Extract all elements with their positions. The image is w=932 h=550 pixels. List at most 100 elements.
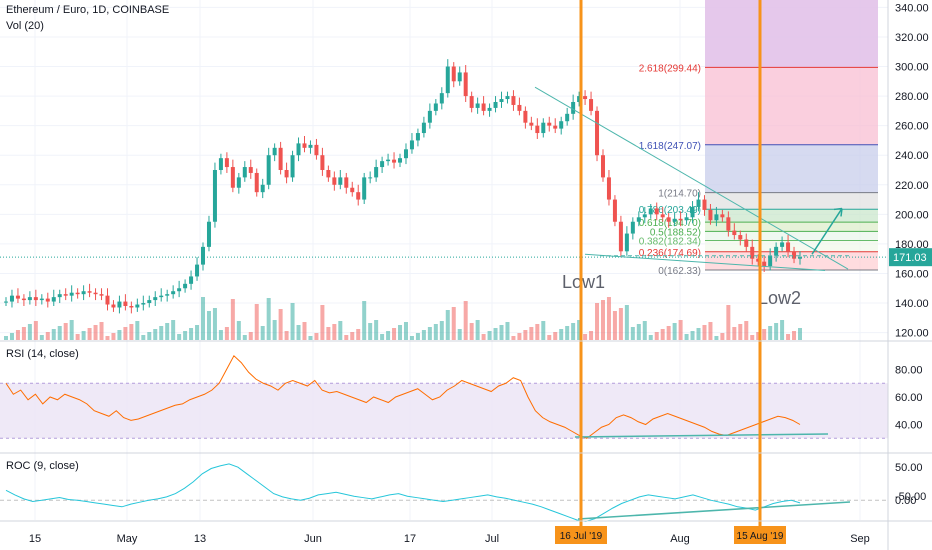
volume-bar (183, 331, 188, 340)
rsi-tick-label: 80.00 (895, 365, 923, 377)
candle-body (165, 294, 170, 296)
candle-body (726, 217, 731, 231)
candle-body (248, 167, 253, 173)
volume-bar (87, 328, 92, 340)
volume-bar (27, 324, 32, 340)
time-tick-label: Sep (850, 533, 870, 545)
current-price-label: 171.03 (893, 252, 927, 264)
trendline-descending (534, 86, 849, 270)
candle-body (15, 295, 20, 299)
candle-body (135, 304, 140, 308)
volume-bar (230, 299, 235, 340)
volume-bar (654, 332, 659, 340)
volume-bar (451, 307, 456, 340)
candle-body (356, 192, 361, 200)
volume-bar (720, 333, 725, 340)
price-tick-label: 260.00 (895, 121, 929, 133)
candle-body (487, 107, 492, 111)
date-markers: 16 Jul '19 15 Aug '19 (555, 0, 786, 544)
volume-bar (433, 324, 438, 340)
volume-bar (398, 325, 403, 340)
candle-body (9, 295, 14, 302)
candle-body (523, 110, 528, 123)
volume-bar (505, 322, 510, 340)
candle-body (684, 217, 689, 221)
candle-body (636, 217, 641, 222)
volume-bar (786, 334, 791, 340)
volume-bar (499, 325, 504, 340)
volume-bar (33, 321, 38, 340)
candle-body (326, 170, 331, 178)
volume-bar (314, 333, 319, 340)
rsi-band (0, 383, 888, 439)
volume-bar (421, 330, 426, 340)
volume-bar (595, 303, 600, 340)
volume-bar (63, 323, 68, 340)
fib-level-label: 0.5(188.52) (650, 227, 701, 238)
candle-body (750, 246, 755, 259)
candle-body (541, 122, 546, 134)
volume-bar (511, 336, 516, 340)
volume-bar (111, 333, 116, 340)
candle-body (314, 144, 319, 156)
candle-body (332, 177, 337, 185)
fib-level-label: 0.786(203.49) (639, 205, 701, 216)
candle-body (398, 158, 403, 163)
volume-bar (589, 331, 594, 340)
candle-body (738, 235, 743, 240)
volume-bar (69, 320, 74, 340)
volume-bar (386, 331, 391, 340)
volume-bar (618, 308, 623, 340)
candle-body (153, 297, 158, 301)
volume-bar (236, 321, 241, 340)
candle-body (696, 199, 701, 207)
volume-bar (714, 336, 719, 340)
candle-body (51, 297, 56, 302)
arrow-up-head (833, 207, 843, 217)
candle-body (141, 303, 146, 305)
price-tick-label: 120.00 (895, 328, 929, 340)
candle-body (201, 246, 206, 265)
candle-body (236, 177, 241, 188)
chart-title: Ethereum / Euro, 1D, COINBASE (6, 4, 170, 16)
candle-body (296, 143, 301, 156)
trendline-support (584, 253, 826, 272)
candle-body (475, 103, 480, 108)
candle-body (481, 103, 486, 111)
volume-bar (177, 334, 182, 340)
volume-bar (212, 308, 217, 340)
candle-body (511, 96, 516, 105)
candle-body (111, 304, 116, 308)
candle-body (350, 187, 355, 193)
candle-body (618, 221, 623, 252)
fib-level-label: 0.618(194.70) (639, 218, 701, 229)
volume-bar (678, 320, 683, 340)
candle-body (374, 167, 379, 178)
volume-bar (159, 326, 164, 340)
volume-bar (284, 331, 289, 340)
volume-bar (374, 320, 379, 340)
volume-bar (427, 327, 432, 340)
candle-body (33, 297, 38, 301)
candle-body (4, 301, 8, 303)
volume-bar (469, 323, 474, 340)
date-marker-label: 16 Jul '19 (560, 531, 603, 542)
candle-body (678, 218, 683, 221)
candle-body (27, 297, 32, 301)
volume-bar (254, 304, 259, 340)
volume-bar (51, 329, 56, 340)
candle-body (254, 172, 259, 193)
fib-level-label: 0(162.33) (658, 266, 701, 277)
fib-level-label: 1.618(247.07) (639, 141, 701, 152)
candle-body (290, 155, 295, 178)
candle-body (392, 159, 397, 163)
volume-bar (4, 336, 8, 340)
candle-body (606, 177, 611, 200)
price-tick-label: 320.00 (895, 32, 929, 44)
fib-zone (705, 209, 878, 223)
volume-bar (57, 326, 62, 340)
candle-body (535, 125, 540, 134)
volume-bar (445, 310, 450, 340)
roc-tick-label: 0.00 (895, 495, 916, 507)
